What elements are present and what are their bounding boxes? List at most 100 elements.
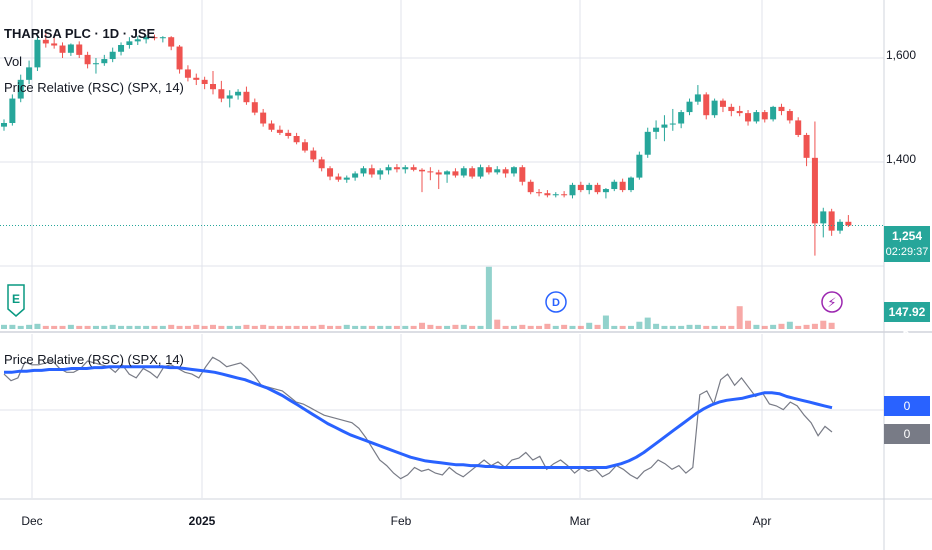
event-markers[interactable]: E D ⚡	[7, 284, 843, 317]
candle-body	[536, 192, 543, 194]
volume-bar	[636, 321, 643, 329]
volume-bar	[327, 325, 334, 329]
candle-body	[327, 168, 334, 177]
volume-bar	[678, 325, 685, 329]
time-tick-mar: Mar	[569, 514, 591, 528]
volume-bar	[619, 325, 626, 329]
volume-bar	[795, 325, 802, 329]
volume-bar	[594, 324, 601, 329]
volume-bar	[368, 325, 375, 329]
volume-bar	[268, 325, 275, 329]
candle-body	[828, 211, 835, 231]
candle-body	[686, 101, 693, 113]
candle-body	[736, 111, 743, 114]
candle-body	[770, 106, 777, 120]
candle-body	[193, 77, 200, 80]
volume-bar	[118, 325, 125, 329]
volume-bar	[410, 325, 417, 329]
indicator-value-tag: 0	[884, 424, 930, 444]
candle-body	[126, 41, 133, 45]
volume-bar	[469, 325, 476, 329]
volume-bar	[460, 324, 467, 329]
volume-bar	[611, 325, 618, 329]
candle-body	[477, 167, 484, 177]
candle-body	[109, 51, 116, 60]
volume-bar	[753, 324, 760, 329]
volume-bar	[159, 325, 166, 329]
candle-body	[402, 167, 409, 170]
volume-bar	[628, 325, 634, 329]
candle-body	[803, 134, 810, 158]
candle-body	[761, 112, 768, 120]
volume-bar	[293, 325, 300, 329]
volume-bar	[694, 324, 701, 329]
earnings-letter: E	[12, 292, 20, 306]
price-tick-1400: 1,400	[886, 152, 917, 166]
candle-body	[460, 168, 467, 176]
volume-bar	[134, 325, 141, 329]
rsc-line	[3, 356, 833, 480]
candle-body	[786, 111, 793, 121]
candle-body	[494, 169, 501, 173]
volume-bar	[42, 325, 49, 329]
volume-bar	[34, 323, 41, 329]
volume-bar	[335, 325, 342, 329]
candle-body	[703, 94, 710, 116]
candle-body	[419, 169, 425, 172]
candle-body	[118, 45, 125, 52]
candle-body	[243, 91, 250, 103]
volume-bar	[126, 325, 133, 329]
volume-bar	[210, 324, 216, 329]
indicator-legend[interactable]: Price Relative (RSC) (SPX, 14)	[4, 80, 184, 95]
volume-bar	[385, 325, 392, 329]
symbol-title[interactable]: THARISA PLC · 1D · JSE	[4, 26, 156, 41]
candle-body	[385, 167, 392, 171]
candle-body	[628, 177, 634, 191]
candle-body	[151, 37, 158, 39]
volume-bar	[653, 323, 660, 329]
volume-legend[interactable]: Vol	[4, 54, 23, 69]
volume-bar	[828, 322, 835, 329]
volume-bar	[427, 324, 434, 329]
candle-body	[661, 124, 668, 128]
volume-bar	[786, 321, 793, 329]
candle-body	[778, 106, 785, 112]
indicator-ma-tag: 0	[884, 396, 930, 416]
candle-body	[711, 100, 718, 116]
split-glyph: ⚡	[827, 296, 836, 311]
candle-body	[469, 168, 476, 177]
candle-body	[34, 39, 41, 68]
volume-bar	[477, 325, 484, 329]
indicator-pane-legend[interactable]: Price Relative (RSC) (SPX, 14)	[4, 352, 184, 367]
candle-body	[577, 184, 584, 191]
candle-body	[427, 171, 434, 173]
candle-body	[602, 189, 609, 193]
volume-bar	[143, 325, 150, 329]
volume-bar	[235, 325, 242, 329]
volume-bar	[444, 325, 451, 329]
candle-body	[368, 168, 375, 175]
volume-bar	[251, 325, 258, 329]
candle-body	[510, 167, 517, 174]
volume-bar	[343, 324, 350, 329]
volume-bar	[51, 325, 58, 329]
volume-bar	[26, 324, 33, 329]
earnings-marker	[7, 284, 25, 317]
volume-bar	[494, 319, 501, 329]
volume-bars	[1, 266, 835, 329]
candle-body	[84, 54, 91, 65]
volume-bar	[377, 325, 384, 329]
candle-body	[276, 129, 283, 133]
volume-bar	[586, 322, 593, 329]
candle-body	[101, 59, 108, 64]
candle-body	[168, 37, 175, 47]
volume-bar	[552, 325, 559, 329]
candle-body	[226, 95, 233, 99]
candle-body	[218, 89, 225, 99]
split-marker	[821, 291, 843, 313]
candle-body	[301, 142, 308, 151]
volume-bar	[527, 325, 534, 329]
candle-body	[159, 37, 166, 39]
candle-body	[1, 123, 7, 127]
